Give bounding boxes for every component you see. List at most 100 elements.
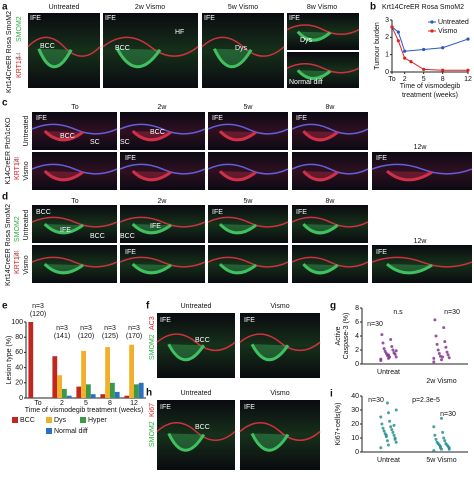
point bbox=[445, 350, 449, 354]
bar bbox=[90, 394, 96, 398]
legend-label: Hyper bbox=[88, 417, 107, 424]
tissue bbox=[218, 263, 257, 275]
label: a bbox=[2, 2, 8, 13]
tissue bbox=[371, 256, 473, 268]
tissue bbox=[207, 163, 289, 175]
x-tick-label: 5w Vismo bbox=[426, 457, 456, 464]
label: g bbox=[330, 301, 336, 312]
label: e bbox=[2, 301, 8, 312]
y-tick-label: 20 bbox=[351, 421, 359, 428]
micrograph bbox=[372, 245, 472, 283]
label: h bbox=[146, 388, 152, 399]
column-header: 5w Vismo bbox=[228, 4, 258, 11]
annotation: (170) bbox=[126, 333, 142, 340]
micrograph bbox=[208, 152, 288, 190]
column-header: 2w bbox=[158, 198, 168, 205]
column-header: 2w Vismo bbox=[135, 4, 165, 11]
tissue bbox=[119, 216, 206, 228]
stain-label: KRT14 bbox=[16, 56, 23, 78]
annotation: IFE bbox=[204, 15, 215, 22]
stain-label: SMOM2 bbox=[149, 421, 156, 447]
annotation: IFE bbox=[212, 115, 223, 122]
tissue bbox=[131, 129, 172, 142]
point bbox=[387, 411, 390, 415]
annotation: BCC bbox=[195, 424, 210, 431]
annotation: (120) bbox=[78, 333, 94, 340]
tissue bbox=[371, 163, 473, 175]
annotation: n=30 bbox=[440, 411, 456, 418]
y-tick-label: 1 bbox=[385, 52, 389, 59]
micrograph bbox=[372, 152, 472, 190]
stain-label: Ki67 bbox=[149, 403, 156, 417]
tissue bbox=[207, 123, 289, 135]
tissue bbox=[218, 170, 257, 182]
point bbox=[382, 429, 386, 433]
bar bbox=[86, 384, 91, 398]
annotation: BCC bbox=[60, 133, 75, 140]
point bbox=[441, 68, 445, 72]
annotation: IFE bbox=[296, 209, 307, 216]
point bbox=[389, 338, 393, 341]
annotation: IFE bbox=[30, 15, 41, 22]
point bbox=[443, 439, 447, 443]
x-axis-label: Time of vismodegib treatment (weeks) bbox=[25, 407, 143, 414]
x-tick-label: 5 bbox=[422, 76, 426, 83]
y-tick-label: 40 bbox=[15, 364, 23, 371]
column-header: 8w bbox=[326, 104, 336, 111]
x-tick-label: 12 bbox=[130, 400, 138, 407]
tissue bbox=[119, 123, 206, 135]
column-header: 12w bbox=[414, 144, 428, 151]
point bbox=[394, 355, 398, 359]
tissue bbox=[207, 256, 289, 268]
stain-label: SMOM2 bbox=[16, 16, 23, 42]
bar bbox=[57, 375, 62, 398]
stain-label: AC3 bbox=[149, 316, 156, 330]
tissue bbox=[31, 123, 118, 135]
legend-swatch bbox=[46, 428, 52, 434]
tissue bbox=[31, 216, 118, 228]
tissue bbox=[43, 222, 84, 235]
column-header: To bbox=[71, 104, 79, 111]
tissue bbox=[131, 222, 172, 235]
point bbox=[441, 430, 445, 434]
legend-label: Vismo bbox=[438, 28, 457, 35]
point bbox=[443, 340, 447, 344]
annotation: n=3 bbox=[128, 325, 140, 332]
annotation: HF bbox=[175, 29, 184, 36]
annotation: IFE bbox=[296, 115, 307, 122]
point bbox=[380, 333, 384, 337]
tissue bbox=[291, 163, 369, 175]
tissue bbox=[302, 130, 339, 142]
y-tick-label: 30 bbox=[351, 407, 359, 414]
tissue bbox=[115, 48, 162, 69]
tissue bbox=[286, 24, 360, 36]
annotation: n=3 bbox=[56, 325, 68, 332]
bar bbox=[110, 382, 115, 398]
tissue bbox=[250, 343, 290, 362]
side-label: Krt14CreER Rosa SmoM2 bbox=[5, 204, 12, 286]
annotation: n=3 bbox=[104, 325, 116, 332]
point bbox=[381, 426, 385, 430]
point bbox=[385, 401, 389, 405]
point bbox=[432, 356, 436, 360]
point bbox=[384, 433, 388, 437]
point bbox=[379, 415, 383, 419]
label: c bbox=[2, 98, 8, 109]
point bbox=[442, 436, 446, 440]
micrograph bbox=[208, 245, 288, 283]
y-tick-label: 8 bbox=[355, 305, 359, 312]
point bbox=[389, 425, 393, 429]
point bbox=[441, 355, 445, 359]
annotation: n=3 bbox=[32, 303, 44, 310]
annotation: Dys bbox=[300, 37, 313, 44]
label: b bbox=[370, 2, 376, 13]
bar bbox=[28, 322, 34, 398]
tissue bbox=[286, 62, 360, 74]
annotation: BCC bbox=[40, 43, 55, 50]
tissue bbox=[119, 256, 206, 268]
x-tick-label: 2 bbox=[60, 400, 64, 407]
column-header: Untreated bbox=[181, 303, 212, 310]
tissue bbox=[302, 223, 339, 235]
x-tick-label: 2 bbox=[403, 76, 407, 83]
chart-title: Krt14CreER Rosa SmoM2 bbox=[382, 4, 464, 11]
